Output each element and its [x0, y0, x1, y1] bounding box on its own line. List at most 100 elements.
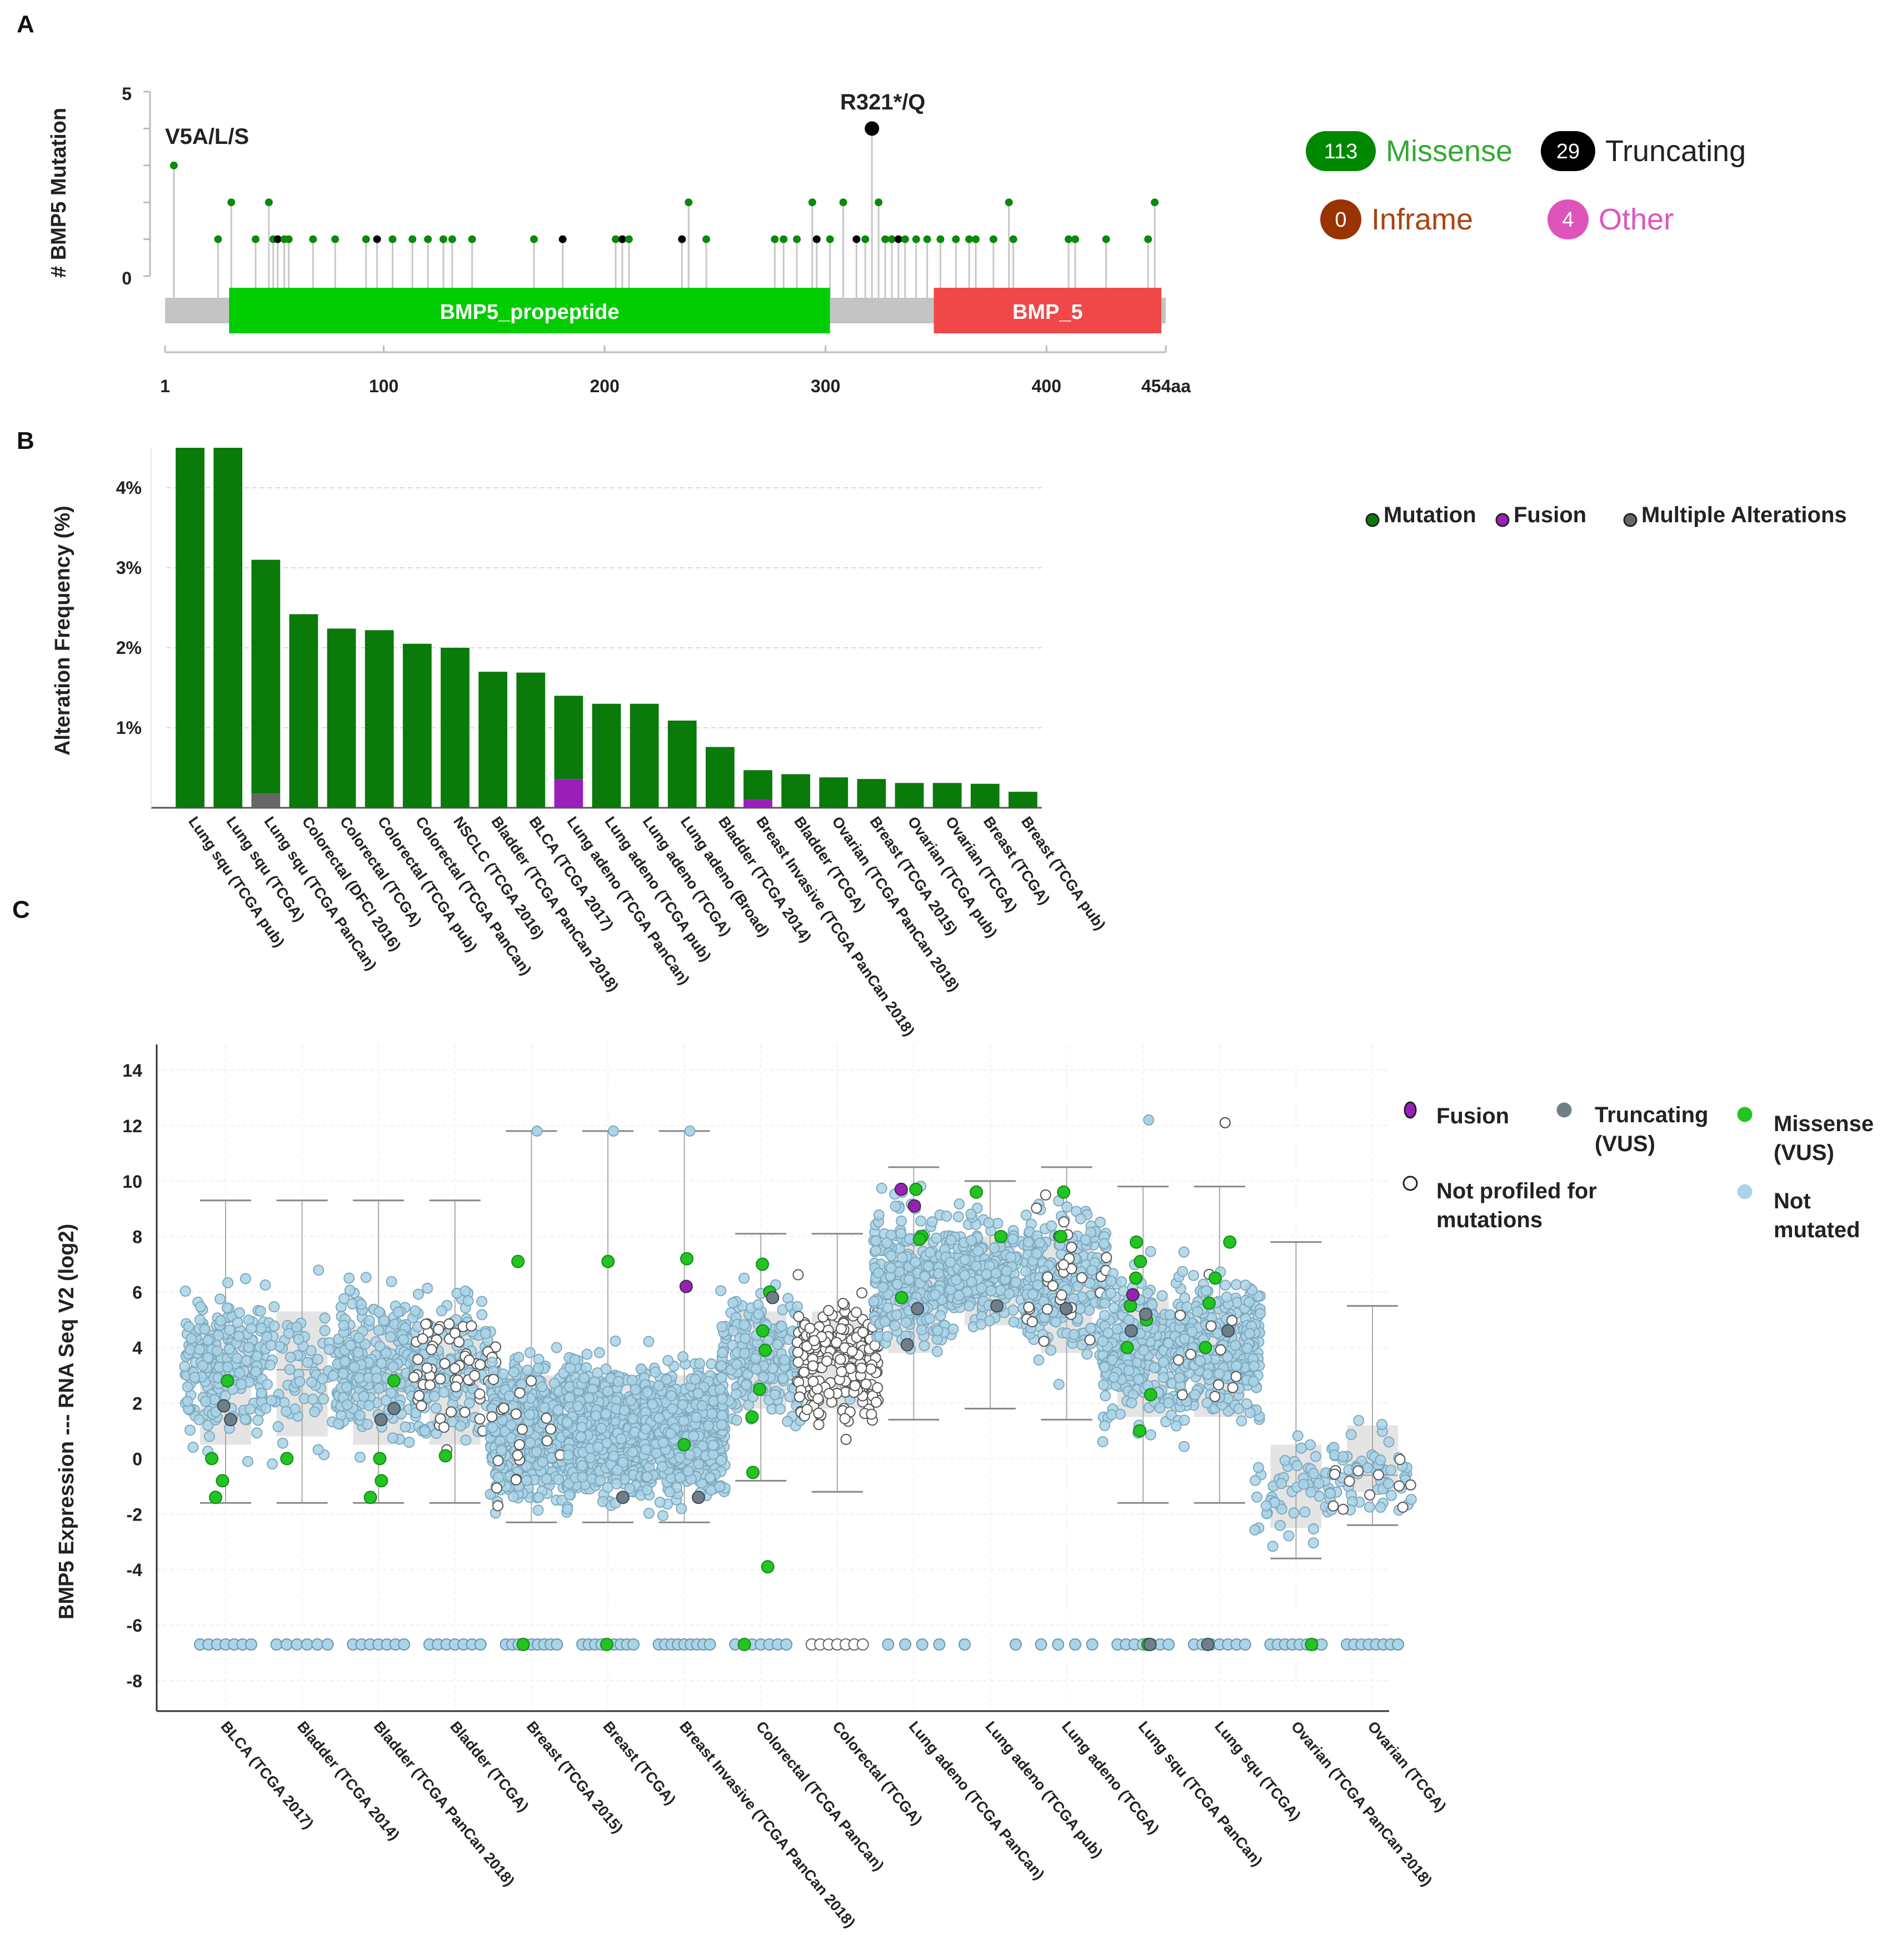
point-not-mutated: [945, 1234, 957, 1246]
point-not-mutated: [348, 1361, 360, 1373]
point-floor: [1162, 1638, 1175, 1651]
point-not-profiled: [426, 1344, 437, 1356]
point-missense: [1120, 1341, 1134, 1354]
point-not-mutated: [200, 1396, 212, 1407]
scatter-category-label: Lung squ (TCGA): [1211, 1718, 1304, 1824]
point-not-mutated: [508, 1366, 520, 1378]
point-not-mutated: [918, 1340, 930, 1352]
point-not-mutated: [873, 1267, 885, 1279]
point-not-mutated: [1053, 1378, 1065, 1390]
lollipop-y-tick-0: 0: [122, 268, 132, 288]
mutation-head: [702, 235, 711, 243]
point-not-mutated: [1192, 1306, 1204, 1318]
point-not-mutated: [373, 1306, 385, 1318]
point-floor: [627, 1638, 640, 1651]
point-not-mutated: [1382, 1478, 1394, 1489]
point-missense: [1130, 1235, 1144, 1249]
point-not-mutated: [976, 1282, 987, 1294]
point-not-profiled: [1405, 1479, 1416, 1491]
point-not-mutated: [1375, 1502, 1386, 1513]
point-not-profiled: [856, 1362, 867, 1374]
point-not-profiled: [412, 1354, 424, 1366]
point-floor: [933, 1638, 946, 1651]
point-not-mutated: [213, 1329, 224, 1341]
point-not-mutated: [1244, 1328, 1255, 1339]
mutation-head: [1065, 235, 1073, 243]
point-not-mutated: [252, 1414, 264, 1426]
mutation-head: [227, 198, 236, 207]
point-missense: [895, 1291, 908, 1304]
point-missense: [746, 1466, 760, 1479]
point-not-mutated: [541, 1473, 552, 1485]
point-not-mutated: [643, 1507, 655, 1519]
point-not-mutated: [1383, 1436, 1395, 1448]
point-floor: [398, 1638, 411, 1651]
point-not-profiled: [851, 1307, 862, 1318]
point-not-mutated: [662, 1355, 674, 1367]
point-not-mutated: [990, 1267, 1002, 1279]
point-not-mutated: [1288, 1507, 1300, 1519]
point-not-mutated: [1295, 1442, 1307, 1454]
point-not-mutated: [896, 1215, 907, 1227]
point-not-mutated: [373, 1383, 385, 1394]
point-not-mutated: [707, 1439, 719, 1451]
point-not-mutated: [267, 1458, 278, 1470]
point-not-mutated: [551, 1342, 562, 1353]
point-not-mutated: [312, 1353, 323, 1365]
point-not-mutated: [879, 1316, 891, 1327]
lollipop-y-tick-5: 5: [122, 84, 132, 104]
scatter-points: [179, 1114, 1417, 1652]
scatter-y-tick: 14: [122, 1061, 142, 1081]
point-not-mutated: [1236, 1415, 1247, 1427]
point-not-mutated: [189, 1372, 201, 1383]
point-not-mutated: [612, 1376, 624, 1387]
point-not-mutated: [1099, 1420, 1111, 1432]
point-not-mutated: [345, 1339, 356, 1351]
point-not-mutated: [1157, 1356, 1169, 1368]
legend-count-truncating: 29: [1556, 140, 1580, 163]
point-missense: [753, 1382, 767, 1396]
point-not-mutated: [1230, 1279, 1242, 1291]
point-not-mutated: [1146, 1299, 1158, 1311]
point-not-profiled: [1205, 1320, 1217, 1332]
point-not-mutated: [259, 1279, 271, 1291]
point-not-mutated: [643, 1336, 655, 1347]
point-truncating: [1221, 1324, 1235, 1338]
lollipop-x-ticks: 1 100 200 300 400 454aa: [160, 346, 1191, 396]
point-not-mutated: [1187, 1269, 1199, 1281]
point-not-mutated: [1179, 1441, 1190, 1452]
mutation-head: [912, 235, 920, 243]
point-missense: [438, 1449, 452, 1463]
point-not-mutated: [254, 1305, 266, 1317]
point-not-mutated: [640, 1423, 652, 1434]
point-not-mutated: [1283, 1530, 1295, 1542]
point-not-mutated: [690, 1412, 702, 1423]
point-not-profiled: [510, 1474, 522, 1486]
point-not-mutated: [627, 1413, 638, 1424]
point-not-mutated: [380, 1394, 392, 1406]
point-not-mutated: [727, 1325, 739, 1337]
point-not-profiled: [823, 1304, 835, 1316]
point-not-mutated: [651, 1447, 662, 1459]
point-not-mutated: [503, 1390, 515, 1402]
mutation-head: [264, 198, 273, 207]
point-not-profiled: [856, 1287, 868, 1299]
point-not-mutated: [537, 1456, 548, 1468]
point-not-mutated: [281, 1406, 292, 1417]
scatter-category-label: Bladder (TCGA PanCan 2018): [371, 1718, 518, 1889]
point-not-profiled: [1066, 1242, 1077, 1253]
point-not-mutated: [881, 1331, 893, 1342]
point-not-mutated: [256, 1322, 267, 1334]
point-not-mutated: [1181, 1301, 1193, 1313]
bar-legend-label: Fusion: [1514, 503, 1586, 527]
point-not-mutated: [250, 1366, 262, 1377]
point-not-mutated: [667, 1403, 678, 1414]
bar-fusion: [743, 799, 772, 808]
point-not-mutated: [332, 1418, 344, 1429]
point-not-mutated: [1345, 1429, 1357, 1441]
annotation-v5: V5A/L/S: [165, 124, 249, 149]
point-not-mutated: [1241, 1398, 1252, 1409]
bar-mutation: [289, 614, 318, 808]
legend-count-other: 4: [1562, 208, 1574, 232]
point-not-mutated: [716, 1419, 727, 1431]
